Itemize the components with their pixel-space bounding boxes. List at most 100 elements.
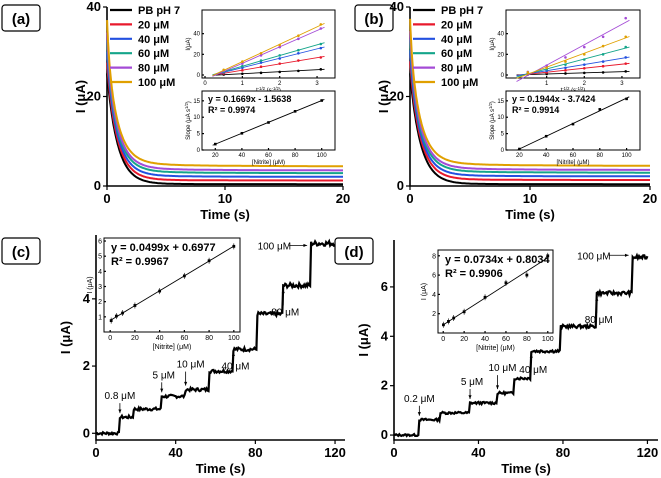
x-tick-label: 40	[471, 445, 485, 460]
inset-y-tick-label: 5	[98, 254, 102, 261]
step-annotation: 100 μM	[258, 241, 292, 252]
x-tick-label: 0	[92, 445, 99, 460]
legend-label: PB pH 7	[441, 5, 483, 17]
inset-point	[624, 70, 628, 73]
inset-x-tick-label: 40	[543, 153, 550, 159]
inset-point	[447, 320, 450, 323]
inset-point	[241, 72, 244, 76]
y-tick-label: 0	[397, 178, 404, 193]
step-annotation: 80 μM	[585, 315, 613, 326]
series-line	[106, 62, 343, 182]
inset-point	[525, 273, 529, 277]
series-line	[409, 50, 650, 178]
legend-label: 40 μM	[441, 34, 472, 46]
label-superscript: -1/2	[272, 86, 280, 91]
step-annotation: 10 μM	[488, 363, 516, 374]
inset-point	[598, 108, 602, 111]
inset-point	[259, 54, 263, 57]
inset-point	[278, 54, 282, 57]
x-axis-label: Time (s)	[200, 207, 250, 222]
inset-point	[624, 62, 628, 65]
inset-x-tick-label: 20	[212, 153, 219, 159]
inset-point	[582, 66, 586, 70]
label-superscript: -1/2	[576, 86, 584, 91]
inset-x-axis-label: [Nitrite] (μM)	[153, 344, 192, 351]
x-tick-label: 80	[556, 445, 570, 460]
inset-fit-line	[212, 68, 325, 76]
legend-label: 100 μM	[138, 77, 175, 89]
legend-label: 40 μM	[138, 34, 169, 46]
step-annotation: 40 μM	[519, 365, 547, 376]
inset-point	[133, 304, 137, 307]
inset-x-tick-label: 60	[502, 336, 510, 343]
inset-point	[297, 59, 300, 62]
inset-point	[240, 131, 244, 135]
annotation-arrowhead	[417, 412, 421, 416]
inset-x-tick-label: 2	[583, 81, 587, 87]
inset-point	[545, 66, 548, 70]
inset-point	[297, 48, 300, 52]
annotation-arrowhead	[231, 352, 236, 356]
inset-point	[241, 69, 244, 72]
inset-x-tick-label: 0	[203, 81, 207, 87]
inset-point	[182, 274, 186, 278]
inset-point	[319, 56, 323, 59]
inset-r-squared: R² = 0.9906	[445, 268, 503, 280]
y-tick-label: 2	[381, 378, 388, 393]
inset-x-axis-label: [Nitrite] (μM)	[476, 345, 515, 352]
inset-y-tick-label: 2	[432, 311, 436, 318]
inset-point	[241, 64, 244, 68]
series-line	[409, 73, 650, 186]
inset-fit-line	[516, 62, 630, 76]
inset-point	[601, 35, 605, 39]
x-tick-label: 120	[324, 445, 346, 460]
inset-y-tick-label: 15	[497, 99, 504, 105]
inset-x-tick-label: 60	[570, 153, 577, 159]
inset-y-tick-label: 20	[193, 52, 200, 58]
inset-x-tick-label: 80	[523, 336, 531, 343]
label-part: )	[490, 101, 496, 103]
y-tick-label: 2	[83, 358, 90, 373]
inset-point	[259, 59, 263, 62]
inset-equation: y = 0.0734x + 0.8034	[445, 254, 550, 266]
annotation-arrowhead	[624, 253, 629, 257]
inset-point	[278, 45, 282, 49]
inset-y-axis-label: I (μA)	[87, 276, 94, 293]
inset-point	[442, 323, 445, 327]
inset-y-axis-label: Slope (μA s1/2)	[488, 101, 497, 140]
inset-point	[319, 23, 323, 26]
inset-y-tick-label: 6	[98, 239, 102, 246]
legend-label: 20 μM	[441, 19, 472, 31]
inset-x-tick-label: 0	[441, 336, 445, 343]
y-axis-label: I (μA)	[356, 323, 371, 356]
inset-x-tick-label: 40	[481, 336, 489, 343]
series-line	[106, 51, 343, 178]
annotation-arrowhead	[184, 381, 188, 386]
inset-r-squared: R² = 0.9974	[208, 105, 255, 115]
inset-y-tick-label: 40	[193, 32, 200, 38]
panel-label-box	[354, 4, 394, 32]
inset-point	[564, 69, 567, 72]
inset-point	[582, 63, 586, 66]
inset-y-axis-label: I(μA)	[186, 37, 192, 50]
inset-x-tick-label: 80	[205, 335, 213, 342]
annotation-arrowhead	[303, 243, 308, 247]
inset-fit-line	[516, 36, 630, 79]
inset-point	[546, 254, 550, 258]
inset-y-tick-label: 20	[497, 52, 504, 58]
inset-point	[158, 289, 162, 293]
inset-y-tick-label: 0	[501, 73, 505, 79]
inset-point	[222, 68, 225, 72]
panel-label: (d)	[344, 244, 363, 261]
x-tick-label: 20	[643, 191, 657, 206]
inset-point	[601, 64, 605, 68]
inset-equation: y = 0.1669x - 1.5638	[208, 94, 291, 104]
inset-x-tick-label: 20	[516, 153, 523, 159]
inset-y-tick-label: 10	[193, 115, 200, 121]
annotation-arrowhead	[118, 409, 122, 414]
inset-fit-line	[212, 22, 325, 76]
label-superscript: 1/2	[184, 103, 189, 109]
annotation-arrowhead	[281, 289, 285, 294]
